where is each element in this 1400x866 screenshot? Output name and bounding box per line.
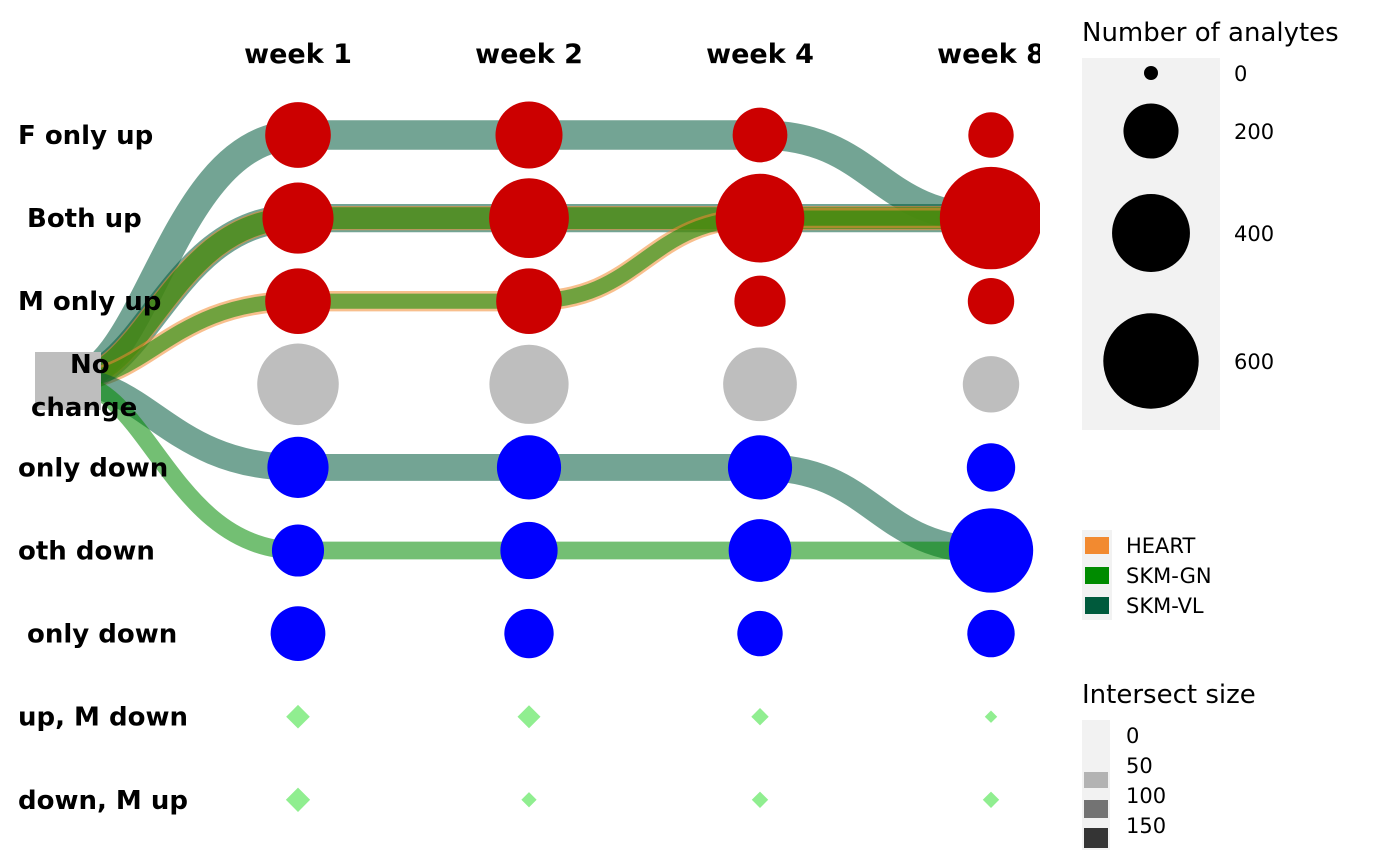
row-label-f-only-up: F only up (18, 121, 153, 151)
legend-size-label-400: 400 (1234, 222, 1274, 246)
node-layer (35, 101, 1040, 812)
node-both-up-week-8 (939, 166, 1040, 270)
node-f-only-down-week-1 (267, 436, 329, 498)
legend-size-title: Number of analytes (1082, 18, 1339, 48)
node-m-only-down-week-4 (737, 610, 783, 657)
node-f-only-up-week-4 (732, 107, 788, 163)
legend-intersect-label-50: 50 (1126, 754, 1153, 778)
node-f-up-m-down-week-8 (984, 710, 998, 723)
node-f-down-m-up-week-2 (521, 792, 537, 808)
node-both-up-week-2 (489, 178, 569, 258)
row-label-no-change-line-1: No (70, 350, 110, 380)
node-no-change-week-8 (962, 356, 1020, 413)
node-f-down-m-up-week-1 (285, 787, 311, 812)
legend-tissue-key-heart (1085, 537, 1109, 554)
row-label-f-only-down: only down (18, 453, 168, 483)
legend-size-key-0 (1144, 66, 1158, 80)
legend-intersect-label-150: 150 (1126, 814, 1166, 838)
node-m-only-up-week-1 (265, 268, 331, 335)
legend-size-label-200: 200 (1234, 120, 1274, 144)
node-f-down-m-up-week-8 (982, 791, 1000, 809)
column-label-week-1: week 1 (244, 39, 352, 70)
row-label-m-only-down: only down (27, 620, 177, 650)
row-label-both-up: Both up (27, 204, 142, 234)
legend-size-key-400 (1112, 194, 1190, 272)
row-label-f-down-m-up: down, M up (18, 786, 188, 816)
node-f-only-down-week-8 (966, 443, 1016, 492)
legend-intersect-key-100 (1084, 800, 1108, 818)
node-f-up-m-down-week-2 (517, 705, 541, 729)
column-label-week-8: week 8 (937, 39, 1045, 70)
legend-intersect-title: Intersect size (1082, 680, 1256, 710)
column-label-week-4: week 4 (706, 39, 814, 70)
column-label-week-2: week 2 (475, 39, 583, 70)
node-f-only-down-week-4 (727, 435, 793, 500)
legend-size-label-600: 600 (1234, 350, 1274, 374)
row-label-no-change-line-2: change (31, 393, 137, 423)
node-m-only-up-week-2 (496, 268, 562, 335)
row-labels: F only up Both up M only up No change only do… (18, 121, 188, 816)
node-no-change-week-1 (257, 343, 339, 426)
node-both-up-week-4 (715, 173, 805, 263)
node-m-only-down-week-1 (270, 606, 326, 661)
node-both-down-week-2 (500, 521, 558, 580)
node-no-change-week-2 (489, 344, 569, 424)
legend-intersect-key-50 (1084, 772, 1108, 788)
node-f-only-down-week-2 (496, 435, 562, 500)
row-label-both-down: oth down (18, 537, 155, 567)
legend-intersect-key-150 (1084, 828, 1108, 848)
node-both-down-week-4 (728, 519, 792, 582)
row-label-m-only-up: M only up (18, 287, 161, 317)
legend-number-of-analytes: Number of analytes 0 200 400 600 (1082, 18, 1339, 430)
legend-intersect-label-0: 0 (1126, 724, 1139, 748)
node-both-down-week-8 (948, 508, 1034, 593)
legend-intersect-key-0 (1084, 727, 1108, 741)
legend-tissue-key-skm-vl (1085, 597, 1109, 614)
node-no-change-week-4 (723, 347, 797, 422)
node-f-only-up-week-1 (265, 102, 331, 168)
node-m-only-up-week-4 (734, 275, 786, 327)
legend-tissue-label-skm-vl: SKM-VL (1126, 594, 1204, 618)
node-f-up-m-down-week-4 (751, 707, 769, 726)
legend-tissue-label-skm-gn: SKM-GN (1126, 564, 1212, 588)
legend-tissue: HEART SKM-GN SKM-VL (1082, 530, 1212, 620)
node-both-up-week-1 (262, 182, 334, 254)
origin-no-change-node (35, 352, 101, 410)
legend-size-key-600 (1103, 313, 1199, 409)
node-f-only-up-week-8 (968, 112, 1014, 158)
node-m-only-down-week-2 (504, 608, 554, 659)
legend-size-key-200 (1123, 103, 1179, 159)
legend-intersect-label-100: 100 (1126, 784, 1166, 808)
node-f-down-m-up-week-4 (751, 791, 769, 809)
row-label-f-up-m-down: up, M down (18, 703, 188, 733)
legend-intersect-size: Intersect size 0 50 100 150 (1082, 680, 1256, 850)
node-m-only-down-week-8 (967, 609, 1015, 658)
legend-tissue-label-heart: HEART (1126, 534, 1195, 558)
node-f-up-m-down-week-1 (286, 704, 310, 729)
node-f-only-up-week-2 (495, 101, 563, 169)
legend-tissue-key-skm-gn (1085, 567, 1109, 584)
legend-size-label-0: 0 (1234, 62, 1247, 86)
column-labels: week 1 week 2 week 4 week 8 (244, 39, 1045, 70)
node-both-down-week-1 (271, 524, 325, 577)
plot-area: week 1 week 2 week 4 week 8 (35, 39, 1045, 812)
node-m-only-up-week-8 (967, 277, 1015, 325)
